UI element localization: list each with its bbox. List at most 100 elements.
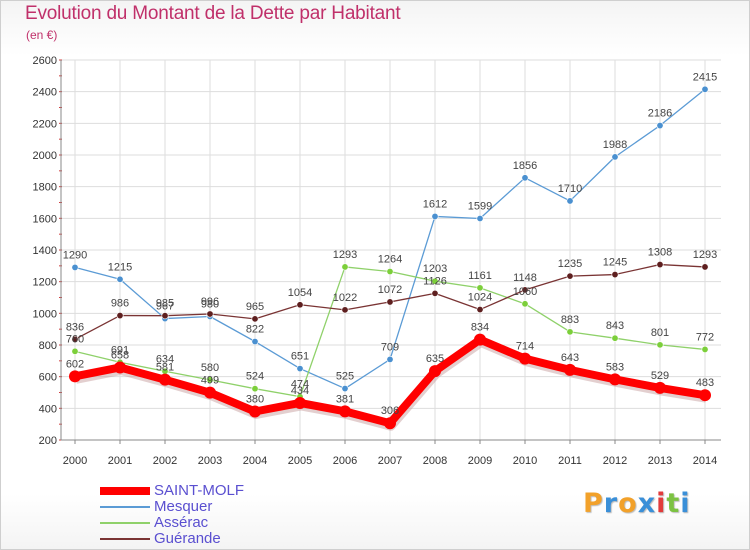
data-label-ass-rac: 634 (156, 353, 174, 365)
data-point-mesquer (611, 153, 619, 161)
chart-unit-label: (en €) (26, 28, 58, 42)
data-point-mesquer (566, 197, 574, 205)
data-label-ass-rac: 843 (606, 320, 624, 332)
data-point-ass-rac (206, 376, 214, 384)
data-label-saint-molf: 380 (246, 394, 264, 406)
data-point-saint-molf (249, 405, 261, 418)
data-point-ass-rac (476, 284, 484, 292)
data-point-gu-rande (701, 263, 709, 271)
legend-swatch (100, 522, 150, 524)
data-label-mesquer: 2186 (648, 108, 672, 120)
data-label-mesquer: 1988 (603, 139, 627, 151)
data-point-gu-rande (521, 286, 529, 294)
data-label-ass-rac: 474 (291, 379, 309, 391)
data-point-ass-rac (251, 385, 259, 393)
data-point-mesquer (701, 85, 709, 93)
data-label-saint-molf: 483 (696, 377, 714, 389)
data-label-gu-rande: 1022 (333, 292, 357, 304)
y-tick-label: 600 (39, 372, 57, 384)
data-label-mesquer: 1599 (468, 200, 492, 212)
x-tick-label: 2008 (423, 455, 447, 467)
data-point-ass-rac (71, 347, 79, 355)
data-label-mesquer: 1215 (108, 261, 132, 273)
x-tick-label: 2006 (333, 455, 357, 467)
legend-swatch (100, 487, 150, 495)
series-layer (69, 85, 711, 431)
data-point-saint-molf (204, 386, 216, 399)
x-tick-label: 2010 (513, 455, 537, 467)
y-tick-label: 1800 (33, 182, 57, 194)
data-label-gu-rande: 1126 (423, 275, 447, 287)
y-tick-label: 2400 (33, 87, 57, 99)
data-label-saint-molf: 643 (561, 352, 579, 364)
data-point-saint-molf (609, 373, 621, 386)
x-tick-label: 2004 (243, 455, 267, 467)
data-label-mesquer: 651 (291, 351, 309, 363)
data-point-gu-rande (116, 312, 124, 320)
data-label-ass-rac: 1203 (423, 263, 447, 275)
data-label-mesquer: 709 (381, 341, 399, 353)
data-point-gu-rande (251, 315, 259, 323)
data-label-layer: 1290 1215 967 980 822 651 525 709 1612 1599 1856 17… (63, 71, 717, 417)
data-point-saint-molf (384, 417, 396, 430)
x-tick-label: 2003 (198, 455, 222, 467)
x-tick-label: 2009 (468, 455, 492, 467)
x-tick-label: 2007 (378, 455, 402, 467)
legend-swatch (100, 506, 150, 508)
y-tick-label: 1000 (33, 308, 57, 320)
data-point-saint-molf (699, 389, 711, 402)
data-point-saint-molf (474, 333, 486, 346)
logo-letter: x (637, 488, 657, 519)
data-label-ass-rac: 801 (651, 327, 669, 339)
data-label-gu-rande: 836 (66, 321, 84, 333)
x-tick-label: 2013 (648, 455, 672, 467)
logo-letter: r (603, 488, 619, 519)
x-tick-label: 2002 (153, 455, 177, 467)
data-point-saint-molf (114, 361, 126, 374)
y-tick-label: 1200 (33, 277, 57, 289)
data-label-ass-rac: 1161 (468, 270, 492, 282)
data-point-mesquer (431, 212, 439, 220)
data-label-mesquer: 967 (156, 301, 174, 313)
data-point-mesquer (296, 365, 304, 373)
data-point-ass-rac (431, 277, 439, 285)
data-label-ass-rac: 1264 (378, 254, 402, 266)
data-point-gu-rande (341, 306, 349, 314)
data-label-mesquer: 1710 (558, 183, 582, 195)
y-tick-label: 1400 (33, 245, 57, 257)
data-label-saint-molf: 834 (471, 322, 489, 334)
grid-layer (61, 59, 721, 441)
data-label-ass-rac: 883 (561, 314, 579, 326)
data-point-ass-rac (386, 268, 394, 276)
data-label-saint-molf: 583 (606, 361, 624, 373)
data-point-ass-rac (701, 345, 709, 353)
data-label-saint-molf: 306 (381, 405, 399, 417)
data-label-mesquer: 822 (246, 324, 264, 336)
data-label-gu-rande: 1245 (603, 257, 627, 269)
data-label-ass-rac: 760 (66, 333, 84, 345)
data-point-ass-rac (341, 263, 349, 271)
data-point-saint-molf (339, 405, 351, 418)
data-point-mesquer (476, 214, 484, 222)
chart-title: Evolution du Montant de la Dette par Hab… (25, 3, 401, 24)
data-label-mesquer: 2415 (693, 71, 717, 83)
data-label-ass-rac: 691 (111, 344, 129, 356)
data-point-ass-rac (656, 341, 664, 349)
data-label-gu-rande: 1148 (513, 272, 537, 284)
data-label-mesquer: 1856 (513, 160, 537, 172)
data-point-gu-rande (206, 310, 214, 318)
data-label-gu-rande: 1024 (468, 292, 492, 304)
data-point-mesquer (71, 263, 79, 271)
data-label-saint-molf: 529 (651, 370, 669, 382)
data-label-gu-rande: 1293 (693, 249, 717, 261)
data-point-gu-rande (656, 261, 664, 269)
data-label-saint-molf: 434 (291, 385, 309, 397)
logo-letter: o (618, 488, 638, 519)
data-label-saint-molf: 658 (111, 349, 129, 361)
legend-label: Guérande (154, 530, 221, 547)
data-label-ass-rac: 772 (696, 331, 714, 343)
legend-label: Mesquer (154, 498, 213, 515)
data-point-ass-rac (521, 300, 529, 308)
data-point-gu-rande (476, 306, 484, 314)
